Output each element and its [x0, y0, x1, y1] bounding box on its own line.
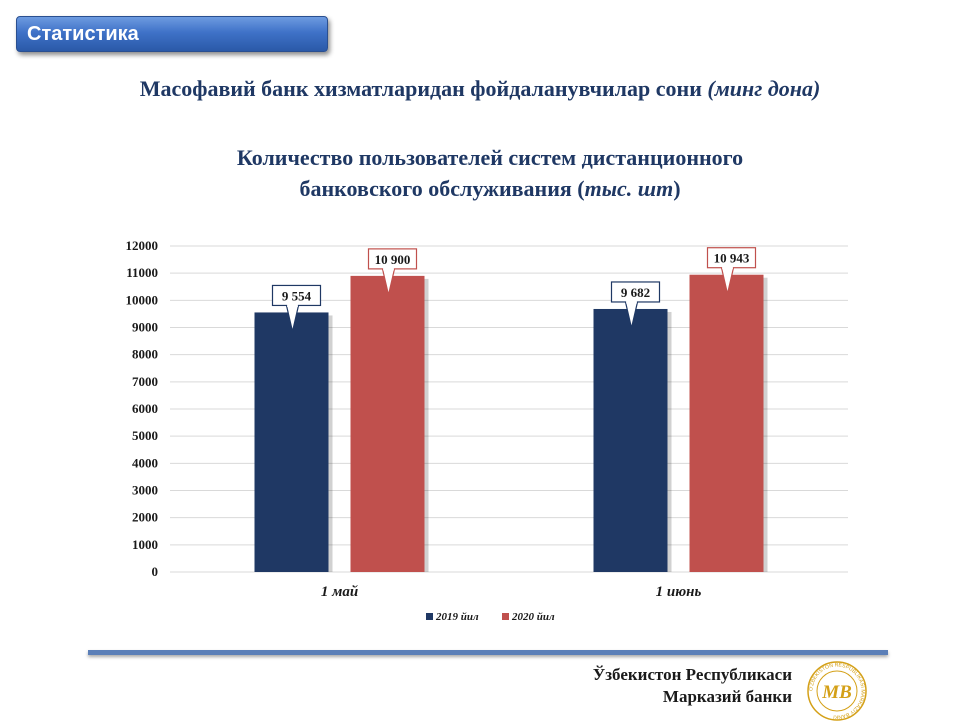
x-category-label: 1 июнь — [656, 584, 702, 600]
data-label: 9 682 — [621, 285, 650, 300]
legend-swatch — [426, 613, 433, 620]
bar-chart: 0 1000 2000 3000 4000 5000 6000 7000 8000 9000 100… — [126, 238, 848, 623]
legend-swatch — [502, 613, 509, 620]
chart-title-ru-line1: Количество пользователей систем дистанци… — [236, 145, 744, 170]
legend-label: 2019 йил — [435, 611, 479, 623]
y-tick-label: 1000 — [132, 537, 158, 552]
data-label-joint — [722, 266, 733, 270]
chart-title-uz: Масофавий банк хизматларидан фойдаланувч… — [0, 76, 960, 102]
org-name-line2: Марказий банки — [662, 687, 792, 706]
chart-title-ru: Количество пользователей систем дистанци… — [140, 142, 840, 204]
data-label-joint — [287, 303, 298, 307]
data-label: 9 554 — [282, 288, 312, 303]
logo-mark: MB — [821, 682, 852, 703]
data-label: 10 900 — [375, 252, 411, 267]
chart-title-ru-line2: банковского обслуживания (тыс. шт) — [140, 173, 840, 204]
chart-title-ru-line2-end: ) — [673, 176, 681, 201]
org-name-line1: Ўзбекистон Республикаси — [592, 665, 792, 684]
legend-label: 2020 йил — [511, 611, 555, 623]
y-tick-label: 2000 — [132, 510, 158, 525]
footer-divider — [88, 650, 888, 655]
y-tick-label: 11000 — [126, 265, 158, 280]
data-label-joint — [626, 300, 637, 304]
chart-title-uz-unit: (минг дона) — [707, 76, 821, 101]
chart-title-uz-main: Масофавий банк хизматларидан фойдаланувч… — [139, 76, 702, 101]
y-tick-label: 8000 — [132, 347, 158, 362]
chart-title-ru-line2-main: банковского обслуживания ( — [299, 176, 585, 201]
section-badge-label: Статистика — [27, 23, 139, 45]
y-tick-label: 3000 — [132, 483, 158, 498]
y-tick-label: 5000 — [132, 428, 158, 443]
bar — [689, 274, 764, 572]
data-label-joint — [383, 267, 394, 271]
x-category-label: 1 май — [321, 584, 358, 600]
chart-title-ru-unit: тыс. шт — [584, 176, 674, 201]
y-tick-label: 10000 — [126, 292, 159, 307]
bar — [593, 308, 668, 572]
y-tick-label: 4000 — [132, 455, 158, 470]
bar — [350, 275, 425, 572]
central-bank-logo: O'ZBEKISTON RESPUBLIKASI MARKAZIY BANKIM… — [807, 661, 867, 721]
bar — [254, 312, 329, 572]
y-tick-label: 6000 — [132, 401, 158, 416]
y-tick-label: 0 — [152, 564, 159, 579]
y-tick-label: 9000 — [132, 320, 158, 335]
org-name: Ўзбекистон Республикаси Марказий банки — [593, 664, 792, 708]
logo-inner-ring — [816, 670, 858, 712]
section-badge: Статистика — [16, 16, 328, 52]
y-tick-label: 12000 — [126, 238, 159, 253]
y-tick-label: 7000 — [132, 374, 158, 389]
data-label: 10 943 — [714, 251, 750, 266]
